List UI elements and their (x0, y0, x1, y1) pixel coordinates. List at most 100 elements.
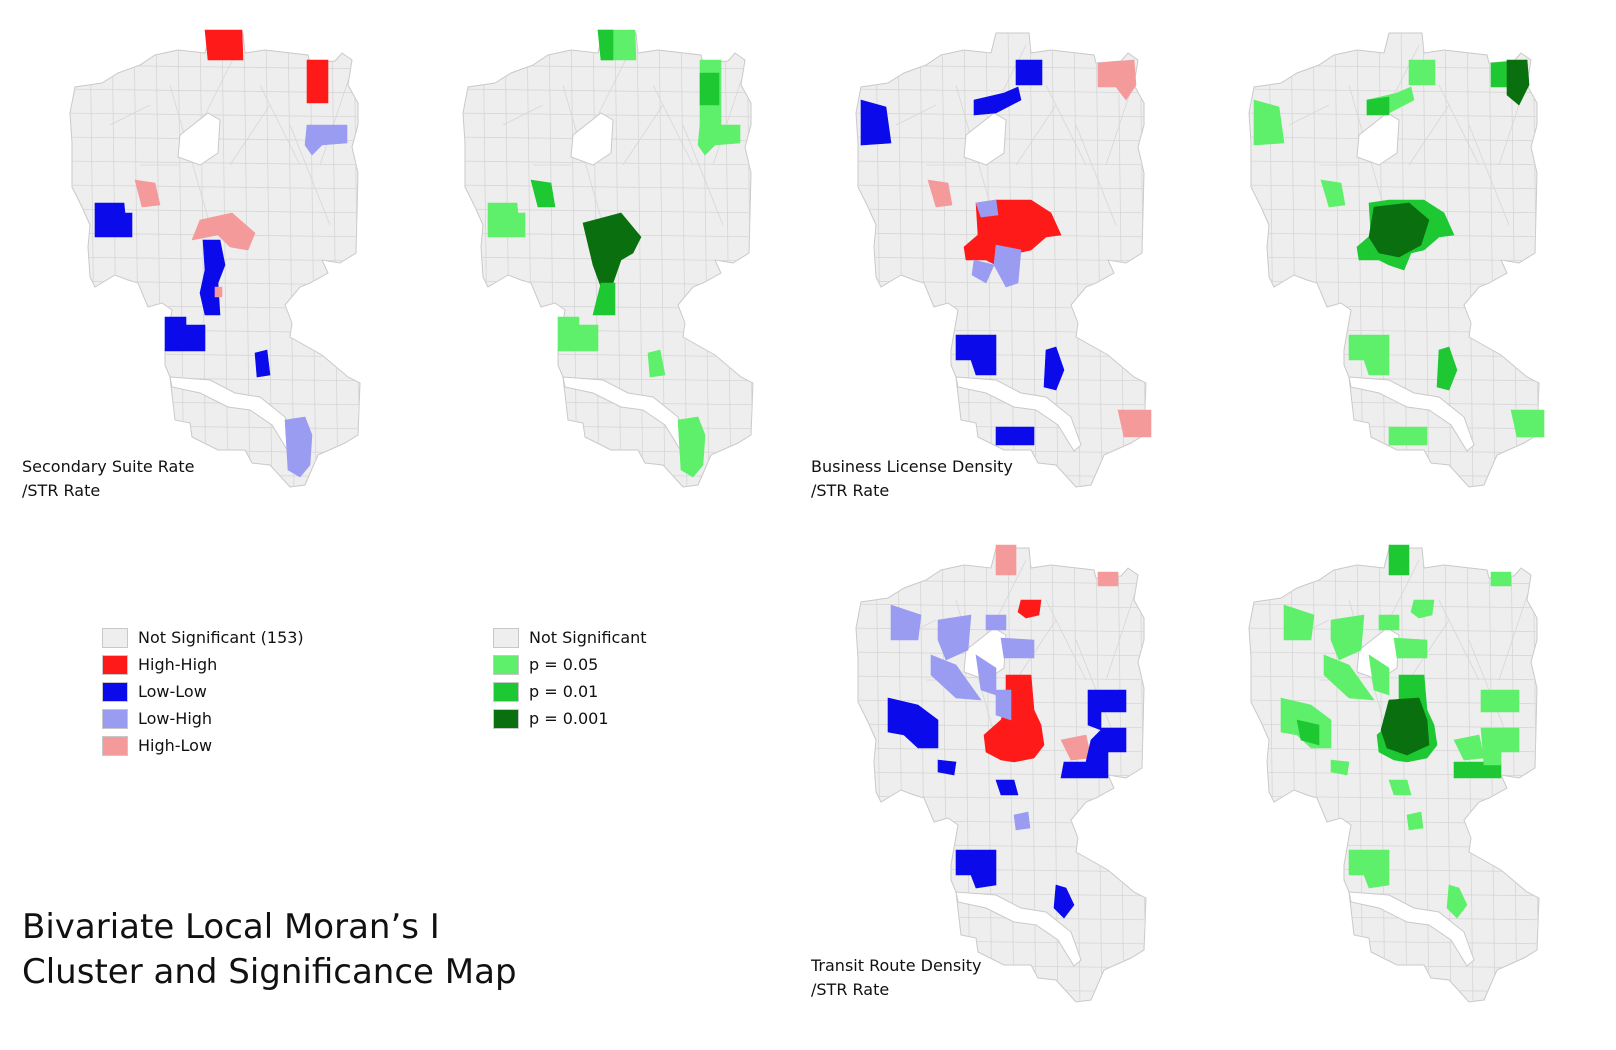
region-low-low (1043, 346, 1065, 391)
legend-label: Not Significant (529, 628, 647, 647)
region-p001 (1388, 544, 1410, 576)
map-business-license-significance (1239, 25, 1559, 495)
region-p005 (1408, 59, 1436, 86)
region-high-low (1097, 59, 1137, 101)
region-p0001 (1380, 697, 1430, 756)
map-secondary-suite-cluster (60, 25, 380, 495)
city-map (1248, 544, 1540, 1003)
region-low-low (1015, 59, 1043, 86)
caption-business-license: Business License Density /STR Rate (811, 455, 1013, 503)
region-p001 (1436, 346, 1458, 391)
cluster-regions (887, 544, 1127, 919)
region-p005 (1378, 614, 1400, 631)
region-p001 (699, 72, 720, 106)
caption-line: /STR Rate (811, 481, 890, 500)
region-high-high (306, 59, 329, 104)
lake (570, 112, 614, 166)
region-low-high (890, 604, 922, 641)
region-low-low (995, 426, 1035, 446)
region-p005 (1253, 99, 1285, 146)
city-map (855, 32, 1152, 488)
region-low-high (1013, 811, 1031, 831)
region-p005 (1406, 811, 1424, 831)
region-p0001 (1368, 202, 1430, 258)
region-p005 (1510, 409, 1545, 438)
map-transit-route-significance (1239, 540, 1559, 1010)
map-secondary-suite-significance (453, 25, 773, 495)
caption-line: Secondary Suite Rate (22, 457, 195, 476)
legend-swatch (493, 682, 519, 702)
city-map (462, 29, 754, 488)
region-low-high (995, 689, 1012, 721)
region-high-high (983, 674, 1045, 763)
river (1348, 376, 1475, 452)
region-p005 (647, 349, 666, 378)
cluster-regions (1280, 544, 1520, 919)
region-low-low (164, 316, 206, 352)
region-high-high (1017, 599, 1042, 619)
region-low-high (985, 614, 1007, 631)
caption-line: /STR Rate (811, 980, 890, 999)
region-p005 (677, 416, 706, 478)
lake (177, 112, 221, 166)
legend-swatch (102, 736, 128, 756)
region-low-high (971, 259, 995, 284)
city-map (69, 29, 361, 488)
region-low-low (887, 697, 939, 749)
region-low-high (993, 244, 1022, 288)
region-high-high (204, 29, 244, 61)
region-p005 (1320, 179, 1346, 208)
region-high-low (1097, 571, 1119, 587)
region-low-high (975, 199, 999, 218)
legend-swatch (493, 709, 519, 729)
caption-line: Transit Route Density (811, 956, 982, 975)
figure-title: Bivariate Local Moran’s I Cluster and Si… (22, 905, 517, 995)
region-high-low (995, 544, 1017, 576)
region-p005 (1490, 571, 1512, 587)
region-low-high (937, 614, 972, 661)
caption-secondary-suite: Secondary Suite Rate /STR Rate (22, 455, 194, 503)
caption-transit-route: Transit Route Density /STR Rate (811, 954, 981, 1002)
region-high-low (134, 179, 161, 208)
river (955, 376, 1082, 452)
river (955, 891, 1082, 967)
region-high-low (191, 212, 256, 251)
region-p005 (1283, 604, 1315, 641)
region-low-high (304, 124, 348, 156)
region-p001 (1366, 96, 1390, 116)
legend-label: p = 0.001 (529, 709, 609, 728)
region-p005 (1480, 689, 1520, 713)
region-low-low (1053, 884, 1075, 919)
region-p005 (1388, 426, 1428, 446)
region-low-low (94, 202, 133, 238)
legend-swatch (102, 709, 128, 729)
region-p005 (557, 316, 599, 352)
region-p005 (1393, 637, 1428, 659)
region-p005 (1368, 654, 1390, 696)
region-p005 (1348, 849, 1390, 889)
cluster-regions (1253, 59, 1545, 446)
legend-swatch (102, 655, 128, 675)
legend-label: Low-High (138, 709, 213, 728)
legend-swatch (102, 682, 128, 702)
legend-swatch (102, 628, 128, 648)
region-p005 (1330, 614, 1365, 661)
legend-label: p = 0.01 (529, 682, 599, 701)
legend-label: p = 0.05 (529, 655, 599, 674)
region-low-low (955, 849, 997, 889)
legend-swatch (493, 628, 519, 648)
region-p005 (1480, 727, 1520, 766)
caption-line: /STR Rate (22, 481, 101, 500)
region-p001 (597, 29, 614, 61)
region-p005 (1446, 884, 1468, 919)
region-high-low (927, 179, 953, 208)
region-high-low (214, 286, 223, 298)
legend-label: High-Low (138, 736, 213, 755)
region-low-high (284, 416, 313, 478)
region-p001 (530, 179, 556, 208)
region-low-low (955, 334, 997, 376)
legend-label: Not Significant (153) (138, 628, 304, 647)
legend-label: High-High (138, 655, 218, 674)
region-p005 (697, 124, 741, 156)
legend-label: Low-Low (138, 682, 207, 701)
